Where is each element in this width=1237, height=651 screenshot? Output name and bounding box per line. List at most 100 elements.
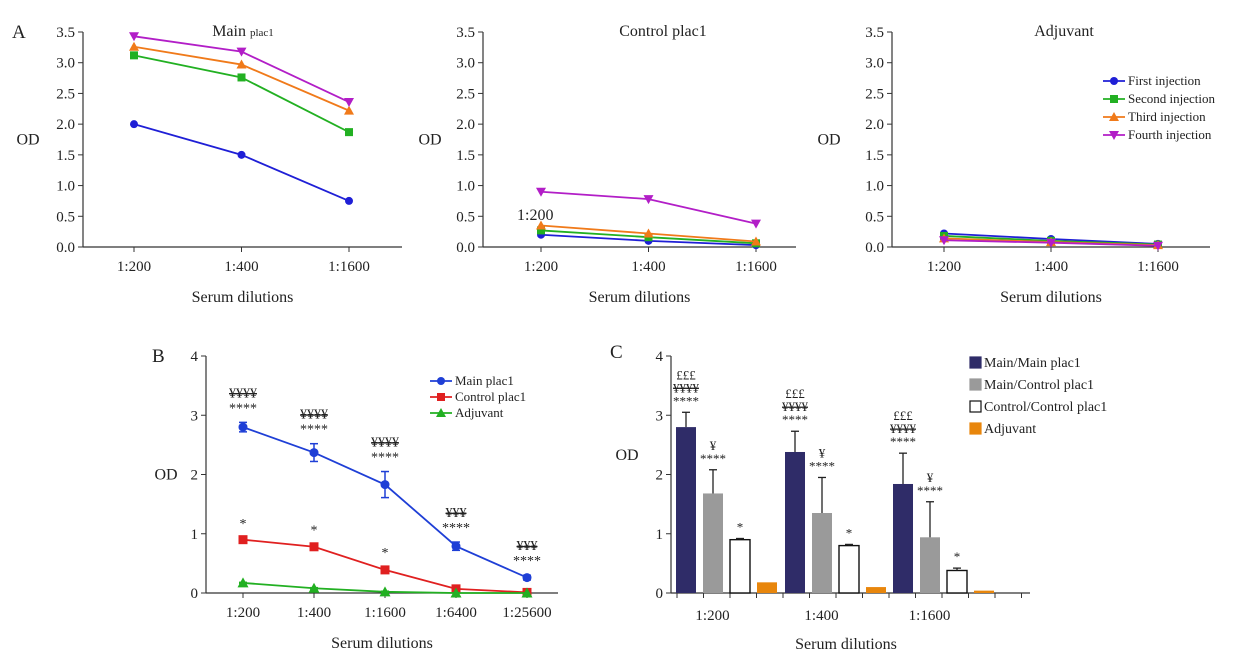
bar (920, 537, 940, 593)
chart-main-plac1: 0.0 0.5 1.0 1.5 2.0 2.5 3.0 3.5 1:200 1:400 1:1600… (16, 23, 402, 306)
data-point (379, 586, 391, 597)
bar (838, 544, 860, 594)
bar (893, 483, 913, 593)
legend-item: Control/Control plac1 (969, 400, 1107, 415)
legend-label: First injection (1128, 73, 1201, 88)
significance-label: * (846, 525, 853, 540)
data-point (236, 59, 247, 69)
significance-label: ¥¥¥¥ (371, 436, 399, 451)
legend-item: First injection (1103, 73, 1201, 88)
y-tick-label: 4 (656, 349, 664, 365)
bar (757, 582, 777, 593)
series-fourth-injection (939, 236, 1163, 251)
bar (866, 587, 886, 593)
y-axis-title: OD (817, 132, 840, 149)
series-fourth-injection (129, 32, 354, 108)
series-adjuvant (237, 577, 533, 598)
data-point (130, 51, 138, 60)
data-point (309, 542, 319, 552)
significance-label: * (382, 546, 389, 561)
legend-label: Fourth injection (1128, 127, 1212, 142)
x-tick-label: 1:400 (1034, 259, 1068, 275)
legend-item: Third injection (1103, 109, 1206, 124)
y-tick-label: 2.5 (56, 86, 75, 102)
significance-label: * (311, 523, 318, 538)
y-tick-label: 0.5 (56, 209, 75, 225)
data-point (309, 448, 319, 458)
y-axis-title: OD (154, 467, 177, 484)
legend-item: Control plac1 (430, 389, 526, 404)
legend-item: Adjuvant (969, 422, 1036, 437)
legend-swatch (969, 422, 982, 435)
y-axis-title: OD (16, 132, 39, 149)
y-tick-label: 0.0 (865, 240, 884, 256)
significance-label: ¥¥¥¥ (673, 380, 700, 395)
y-tick-label: 0 (191, 586, 199, 602)
data-point (450, 587, 462, 598)
y-tick-label: 2.5 (865, 86, 884, 102)
legend-item: Fourth injection (1103, 127, 1212, 142)
y-tick-label: 1.0 (456, 179, 475, 195)
significance-label: **** (890, 434, 916, 449)
series-first-injection (130, 120, 353, 205)
data-point (1046, 238, 1056, 248)
chart-b-line: 0 1 2 3 4 1:200 1:400 1:1600 1:6400 1:25600 Serum … (154, 349, 558, 651)
significance-label: ¥ (710, 438, 717, 453)
bar (785, 451, 805, 593)
legend-item: Second injection (1103, 91, 1216, 106)
significance-label: ¥ (927, 470, 934, 485)
data-point (522, 573, 532, 583)
data-point (536, 187, 546, 197)
y-tick-label: 1 (191, 527, 199, 543)
data-point (536, 220, 546, 230)
significance-label: £££ (893, 408, 913, 423)
legend-item: Main plac1 (430, 373, 514, 388)
y-tick-label: 3 (656, 408, 664, 424)
data-point (129, 32, 139, 42)
data-point (238, 422, 248, 432)
significance-label: * (737, 519, 744, 534)
legend-swatch (969, 400, 982, 413)
y-tick-label: 3.0 (865, 56, 884, 72)
legend-label: Second injection (1128, 91, 1216, 106)
chart-c-bar: 0 1 2 3 4 1:200 1:400 1:1600 Serum dilutions OD ££… (615, 349, 1107, 651)
series-line (133, 35, 350, 103)
bar (974, 590, 994, 593)
significance-label: **** (229, 401, 257, 416)
y-tick-label: 2.5 (456, 86, 475, 102)
y-tick-label: 0.5 (456, 209, 475, 225)
data-point (521, 587, 533, 598)
x-tick-label: 1:400 (631, 259, 665, 275)
chart-title-main: Adjuvant (1034, 23, 1094, 40)
data-point (237, 577, 249, 588)
series-second-injection (130, 51, 353, 137)
data-point (537, 226, 545, 235)
y-tick-label: 1.5 (56, 148, 75, 164)
significance-label: **** (917, 483, 943, 498)
y-tick-label: 4 (191, 349, 199, 365)
y-tick-label: 2.0 (456, 117, 475, 133)
y-tick-label: 3.5 (56, 25, 75, 41)
chart-title: Adjuvant (1034, 23, 1094, 40)
significance-label: ¥¥¥¥ (229, 386, 257, 401)
y-tick-label: 0.5 (865, 209, 884, 225)
chart-title-sub: plac1 (250, 27, 274, 39)
x-tick-label: 1:400 (224, 259, 258, 275)
y-tick-label: 3.0 (456, 56, 475, 72)
y-tick-label: 1.5 (865, 148, 884, 164)
significance-label: **** (371, 451, 399, 466)
x-tick-label: 1:1600 (735, 259, 777, 275)
bar (812, 513, 832, 593)
significance-label: £££ (676, 367, 696, 382)
y-tick-label: 2.0 (865, 117, 884, 133)
significance-label: * (240, 517, 247, 532)
bar (729, 538, 751, 594)
legend-label: Third injection (1128, 109, 1206, 124)
data-point (236, 47, 247, 57)
legend-item: Main/Main plac1 (969, 356, 1081, 371)
data-point (643, 195, 654, 205)
data-point (237, 73, 246, 82)
x-tick-label: 1:200 (226, 605, 260, 621)
x-axis-title: Serum dilutions (795, 636, 897, 651)
bar (676, 427, 696, 593)
